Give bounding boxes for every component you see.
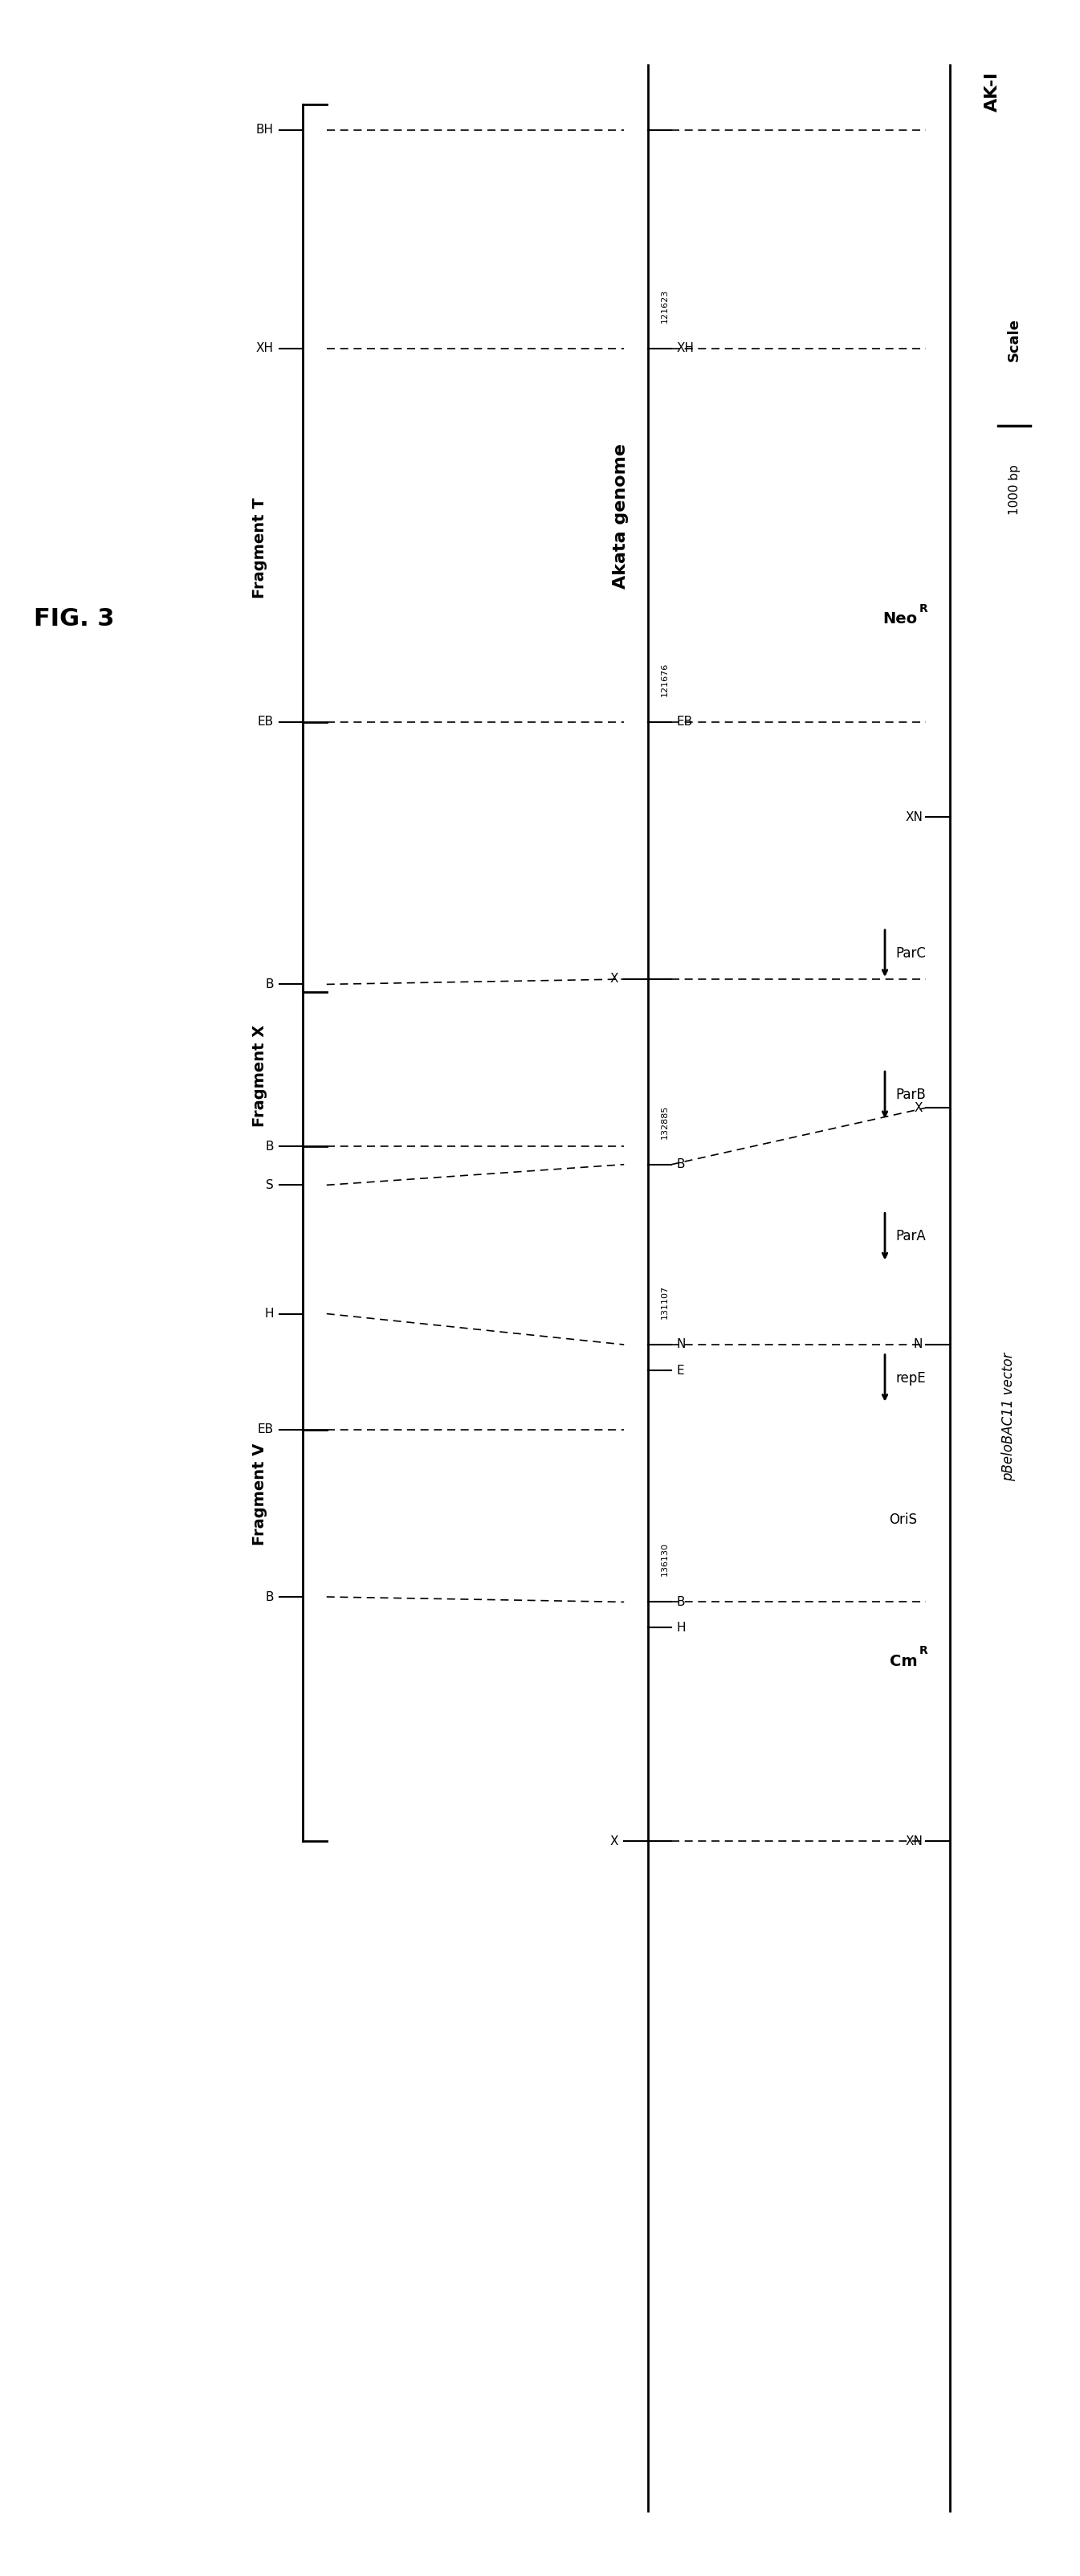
Text: repE: repE [895,1370,926,1386]
Text: EB: EB [258,1425,274,1435]
Text: XN: XN [905,1834,922,1847]
Text: 132885: 132885 [661,1105,669,1139]
Text: ParB: ParB [895,1087,926,1103]
Text: R: R [919,1646,928,1656]
Text: E: E [677,1365,685,1376]
Text: X: X [610,974,619,984]
Text: ParC: ParC [895,945,926,961]
Text: N: N [677,1340,686,1350]
Text: ParA: ParA [895,1229,926,1244]
Text: S: S [266,1180,274,1190]
Text: Neo: Neo [882,611,917,626]
Text: B: B [266,979,274,989]
Text: EB: EB [258,716,274,729]
Text: AK-I: AK-I [985,72,1001,111]
Text: FIG. 3: FIG. 3 [33,608,114,631]
Text: Akata genome: Akata genome [612,443,629,587]
Text: XH: XH [256,343,274,355]
Text: Fragment T: Fragment T [252,497,268,598]
Text: EB: EB [677,716,693,729]
Text: H: H [265,1309,274,1319]
Text: X: X [610,1834,619,1847]
Text: 131107: 131107 [661,1285,669,1319]
Text: B: B [266,1592,274,1602]
Text: R: R [919,603,928,613]
Text: N: N [914,1340,922,1350]
Text: BH: BH [256,124,274,137]
Text: X: X [914,1103,922,1113]
Text: Fragment X: Fragment X [252,1025,268,1126]
Text: XH: XH [677,343,694,355]
Text: pBeloBAC11 vector: pBeloBAC11 vector [1001,1352,1016,1481]
Text: 121623: 121623 [661,289,669,322]
Text: H: H [677,1623,686,1633]
Text: 1000 bp: 1000 bp [1009,464,1021,515]
Text: Cm: Cm [890,1654,917,1669]
Text: B: B [677,1159,686,1170]
Text: B: B [266,1141,274,1151]
Text: 121676: 121676 [661,662,669,696]
Text: B: B [677,1597,686,1607]
Text: Fragment V: Fragment V [252,1443,268,1546]
Text: OriS: OriS [889,1512,917,1528]
Text: 136130: 136130 [661,1543,669,1577]
Text: XN: XN [905,811,922,822]
Text: Scale: Scale [1007,317,1022,361]
